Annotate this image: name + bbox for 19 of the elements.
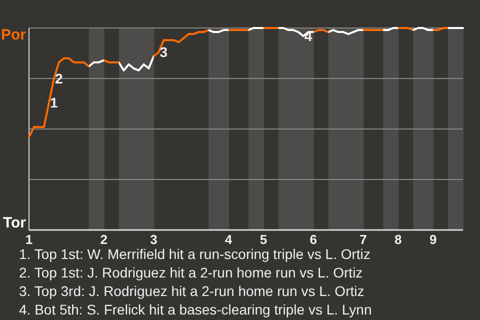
x-tick-label: 3 — [150, 232, 158, 247]
x-tick-label: 6 — [310, 232, 317, 247]
text: 3. Top 3rd: J. Rodriguez hit a 2-run home run vs L. Ortiz — [19, 283, 364, 299]
annotation: 1 — [50, 94, 58, 111]
x-tick-label: 7 — [360, 232, 367, 247]
text: Tor — [2, 214, 26, 232]
x-tick-label: 1 — [25, 232, 33, 247]
x-tick-label: 9 — [429, 232, 437, 247]
x-tick-label: 2 — [100, 232, 108, 247]
text: Por — [0, 26, 26, 44]
text: 1. Top 1st: W. Merrifield hit a run-scoring triple vs L. Ortiz — [19, 246, 370, 262]
annotation: 4 — [304, 28, 312, 44]
x-tick-label: 5 — [260, 232, 268, 247]
annotation: 2 — [54, 70, 63, 86]
text: 2. Top 1st: J. Rodriguez hit a 2-run home run vs L. Ortiz — [19, 264, 363, 280]
text: 4. Bot 5th: S. Frelick hit a bases-clearing triple vs L. Lynn — [19, 302, 372, 318]
annotation: 3 — [160, 44, 168, 60]
x-tick-label: 4 — [224, 232, 233, 247]
x-tick-label: 8 — [394, 232, 402, 247]
